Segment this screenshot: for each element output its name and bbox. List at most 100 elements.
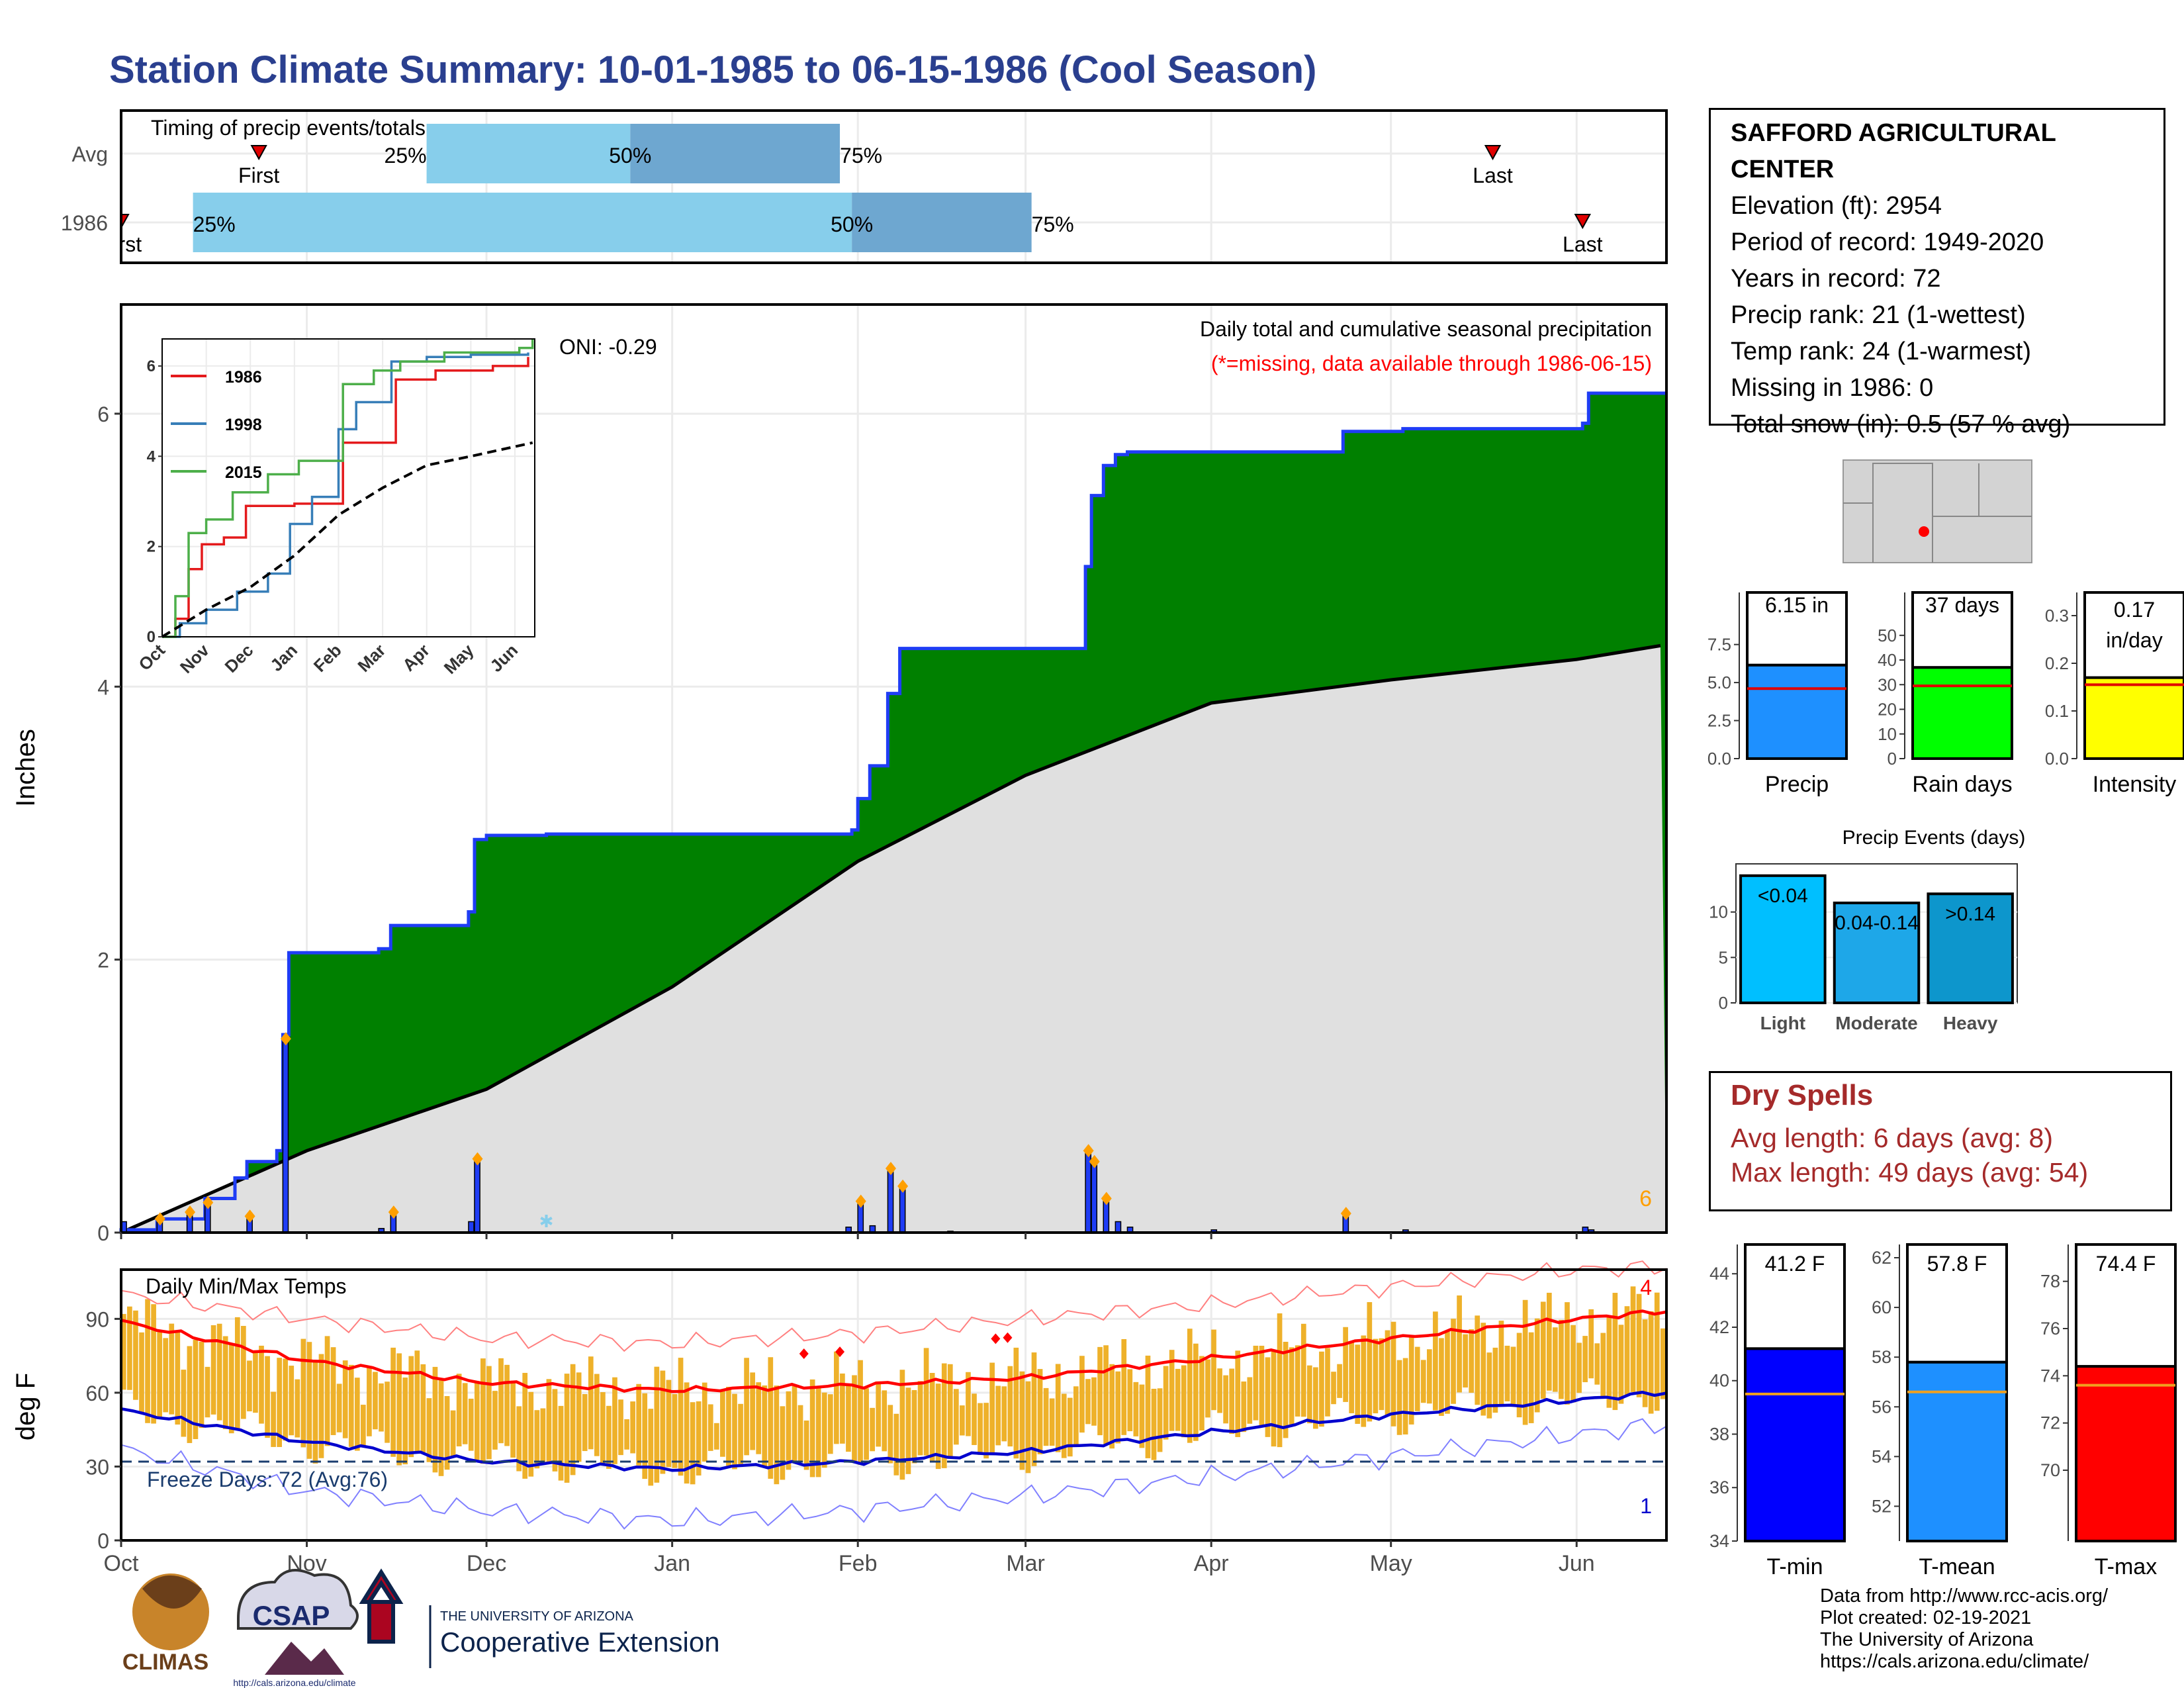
daily-temp-bar (864, 1388, 869, 1460)
daily-temp-bar (241, 1325, 246, 1419)
dry-spells-title: Dry Spells (1731, 1079, 1874, 1111)
daily-temp-bar (720, 1391, 725, 1457)
daily-temp-bar (852, 1375, 857, 1462)
daily-temp-bar (713, 1423, 719, 1450)
daily-temp-bar (1408, 1335, 1414, 1425)
daily-temp-bar (978, 1403, 983, 1455)
daily-temp-bar (1624, 1306, 1630, 1395)
daily-temp-bar (1253, 1345, 1259, 1421)
daily-temp-bar (726, 1386, 731, 1466)
daily-temp-bar (361, 1405, 366, 1446)
daily-temp-bar (564, 1374, 570, 1483)
daily-temp-bar (803, 1420, 809, 1470)
month-tick-label: Apr (1194, 1551, 1229, 1576)
temp-y-tick-label: 90 (85, 1307, 109, 1331)
snow-marker: ✱ (539, 1211, 554, 1231)
daily-temp-bar (1516, 1333, 1522, 1418)
summary-tick-label: 2.5 (1707, 711, 1731, 731)
timing-row-label: 1986 (61, 211, 108, 235)
temp-summary-label-box (2075, 1243, 2177, 1368)
avg-tmax-line (120, 1309, 1667, 1393)
daily-temp-bar (342, 1360, 348, 1438)
daily-temp-bar (582, 1394, 588, 1452)
temp-panel-title: Daily Min/Max Temps (146, 1274, 346, 1298)
daily-precip-bar (282, 1038, 289, 1233)
daily-temp-bar (385, 1382, 390, 1443)
daily-temp-bar (1582, 1336, 1588, 1383)
temp-summary-tick-label: 58 (1872, 1347, 1891, 1367)
daily-temp-bar (1319, 1351, 1324, 1427)
summary-label-box (1911, 591, 2013, 669)
summary-value-label: 6.15 in (1765, 593, 1829, 617)
precip-y-tick-label: 2 (97, 949, 109, 972)
daily-temp-bar (1451, 1319, 1456, 1404)
inset-series-line-2015 (162, 339, 534, 638)
daily-temp-bar (1277, 1313, 1283, 1448)
daily-temp-bar (1420, 1360, 1426, 1403)
precip-y-axis-label: Inches (11, 729, 40, 807)
daily-temp-bar (216, 1323, 222, 1421)
summary-value-label: 37 days (1925, 593, 1999, 617)
daily-temp-bar (1211, 1329, 1216, 1411)
daily-temp-bar (1606, 1315, 1612, 1408)
daily-temp-bar (827, 1394, 833, 1454)
temp-summary-tick-label: 38 (1709, 1424, 1729, 1444)
temp-summary-tick-label: 74 (2040, 1366, 2060, 1385)
first-event-label: First (238, 164, 279, 187)
timing-bar-50-75 (852, 193, 1032, 252)
daily-temp-bar (522, 1372, 528, 1479)
csap-logo-text: CSAP (253, 1600, 330, 1631)
daily-max-marker (280, 1032, 291, 1046)
daily-max-marker (472, 1152, 483, 1166)
daily-temp-bar (672, 1394, 678, 1468)
daily-temp-bar (1600, 1333, 1606, 1397)
daily-temp-bar (450, 1410, 456, 1458)
daily-temp-bar (283, 1358, 289, 1441)
daily-temp-bar (678, 1358, 684, 1476)
timing-p25-label: 25% (385, 144, 427, 167)
summary-tick-label: 30 (1878, 675, 1897, 694)
temp-summary-label-box (1906, 1243, 2008, 1364)
daily-temp-bar (1379, 1338, 1385, 1411)
station-period: Period of record: 1949-2020 (1731, 228, 2044, 256)
daily-precip-bar (1085, 1150, 1092, 1233)
timing-bar-25-50 (426, 124, 631, 183)
daily-temp-bar (1217, 1368, 1222, 1413)
last-event-marker (1574, 214, 1591, 230)
daily-temp-bar (1355, 1344, 1361, 1424)
precip-y-tick-label: 0 (97, 1221, 109, 1245)
daily-temp-bar (133, 1310, 138, 1400)
precip-y-tick-label: 6 (97, 402, 109, 426)
summary-bar-label: Intensity (2093, 772, 2177, 797)
daily-temp-bar (935, 1383, 941, 1470)
temp-summary-tick-label: 78 (2040, 1272, 2060, 1291)
daily-temp-bar (1414, 1346, 1420, 1411)
daily-temp-bar (1013, 1347, 1019, 1459)
month-tick-label: Oct (104, 1551, 139, 1576)
daily-temp-bar (1079, 1356, 1085, 1433)
daily-temp-bar (1504, 1345, 1510, 1401)
daily-temp-bar (1642, 1319, 1648, 1407)
station-years: Years in record: 72 (1731, 265, 1941, 293)
summary-tick-label: 0.1 (2045, 701, 2069, 721)
daily-temp-bar (1534, 1318, 1540, 1413)
daily-temp-bar (1325, 1348, 1330, 1417)
daily-temp-bar (612, 1377, 617, 1464)
daily-temp-bar (300, 1338, 306, 1448)
daily-temp-bar (295, 1379, 300, 1438)
daily-temp-bar (175, 1331, 181, 1425)
daily-temp-bar (510, 1380, 516, 1458)
inset-frame (161, 338, 535, 637)
daily-temp-bar (1001, 1386, 1007, 1442)
daily-temp-bar (642, 1393, 648, 1479)
daily-temp-bar (989, 1362, 995, 1454)
timing-row-label: Avg (71, 142, 108, 166)
daily-temp-bar (1439, 1338, 1444, 1416)
daily-temp-bar (379, 1383, 384, 1432)
daily-temp-bar (193, 1340, 199, 1439)
summary-tick-label: 0.0 (1707, 749, 1731, 769)
daily-temp-bar (486, 1366, 492, 1460)
timing-p50-label: 50% (831, 212, 873, 236)
temp-summary-tick-label: 76 (2040, 1319, 2060, 1338)
daily-temp-bar (1145, 1355, 1151, 1458)
